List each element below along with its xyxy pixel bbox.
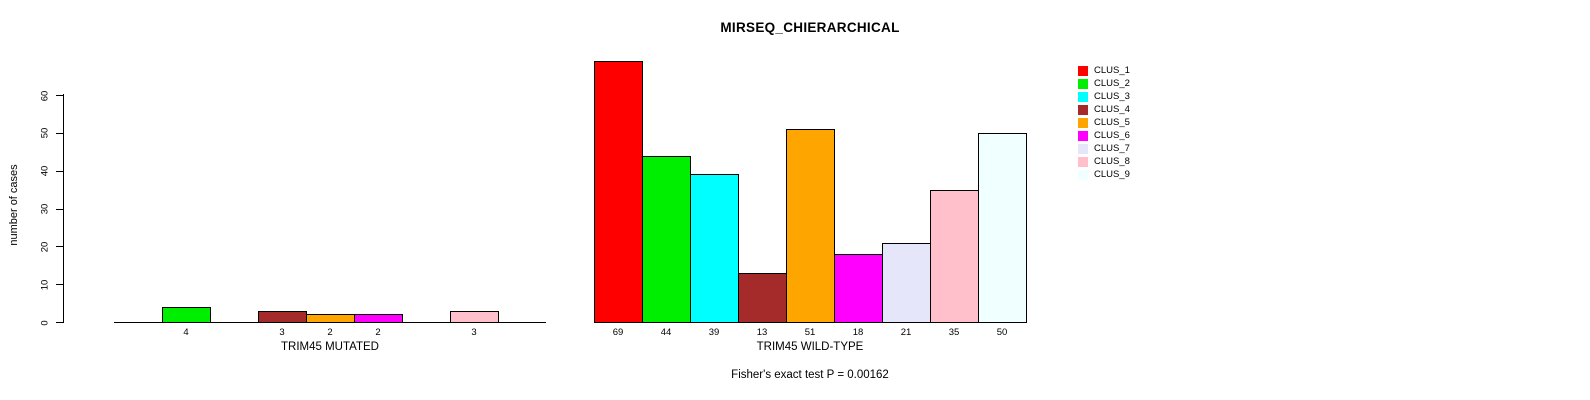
legend-swatch [1078, 156, 1088, 167]
bar-clus_8 [450, 311, 499, 323]
y-tick-label: 10 [39, 279, 51, 290]
legend-swatch [1078, 169, 1088, 180]
legend-swatch [1078, 104, 1088, 115]
y-tick-label: 60 [39, 90, 51, 101]
chart-title: MIRSEQ_CHIERARCHICAL [720, 20, 900, 35]
bar-value-label: 21 [900, 327, 912, 338]
y-tick [56, 208, 63, 210]
legend-swatch [1078, 91, 1088, 102]
legend-label: CLUS_3 [1094, 91, 1130, 102]
legend-label: CLUS_5 [1094, 117, 1130, 128]
bar-value-label: 2 [375, 327, 381, 338]
legend-item: CLUS_5 [1078, 116, 1130, 129]
legend-item: CLUS_8 [1078, 155, 1130, 168]
legend-label: CLUS_2 [1094, 78, 1130, 89]
legend: CLUS_1 CLUS_2 CLUS_3 CLUS_4 CLUS_5 CLUS_6 CLUS… [1078, 64, 1130, 181]
legend-item: CLUS_6 [1078, 129, 1130, 142]
bar-value-label: 4 [183, 327, 189, 338]
bar-clus_6 [834, 254, 883, 323]
legend-swatch [1078, 117, 1088, 128]
legend-label: CLUS_4 [1094, 104, 1130, 115]
group-xlabel: TRIM45 WILD-TYPE [756, 341, 864, 353]
bar-value-label: 44 [660, 327, 672, 338]
y-tick-label: 50 [39, 128, 51, 139]
bar-value-label: 69 [612, 327, 624, 338]
bar-value-label: 3 [279, 327, 285, 338]
bar-clus_7 [882, 243, 931, 323]
legend-swatch [1078, 143, 1088, 154]
legend-swatch [1078, 65, 1088, 76]
bar-value-label: 50 [996, 327, 1008, 338]
y-tick-label: 20 [39, 241, 51, 253]
y-tick [56, 132, 63, 134]
bar-clus_9 [978, 133, 1027, 323]
bar-value-label: 51 [804, 327, 816, 338]
bar-clus_2 [162, 307, 211, 323]
y-tick [56, 95, 63, 96]
legend-item: CLUS_7 [1078, 142, 1130, 155]
legend-item: CLUS_4 [1078, 103, 1130, 116]
bar-clus_6 [354, 314, 403, 323]
bar-value-label: 18 [852, 327, 864, 338]
group-xlabel: TRIM45 MUTATED [281, 341, 379, 353]
bar-clus_8 [930, 190, 979, 323]
y-tick-label: 30 [39, 203, 51, 215]
legend-item: CLUS_3 [1078, 90, 1130, 103]
y-tick [56, 284, 63, 286]
y-tick [56, 322, 63, 323]
legend-swatch [1078, 130, 1088, 141]
bar-clus_5 [786, 129, 835, 323]
y-tick [56, 246, 63, 248]
bar-clus_5 [306, 314, 355, 323]
legend-item: CLUS_1 [1078, 64, 1130, 77]
bar-value-label: 39 [708, 327, 720, 338]
bar-value-label: 3 [471, 327, 477, 338]
bar-clus_3 [690, 174, 739, 323]
y-tick-label: 40 [39, 165, 51, 177]
legend-label: CLUS_1 [1094, 65, 1130, 76]
legend-item: CLUS_2 [1078, 77, 1130, 90]
bar-clus_4 [258, 311, 307, 323]
legend-label: CLUS_6 [1094, 130, 1130, 141]
legend-label: CLUS_9 [1094, 169, 1130, 180]
fisher-test-annotation: Fisher's exact test P = 0.00162 [731, 369, 889, 381]
legend-label: CLUS_8 [1094, 156, 1130, 167]
y-axis-label: number of cases [8, 164, 20, 246]
bar-clus_4 [738, 273, 787, 323]
y-axis-line [63, 94, 64, 323]
legend-item: CLUS_9 [1078, 168, 1130, 181]
bar-value-label: 13 [756, 327, 768, 338]
legend-swatch [1078, 78, 1088, 89]
y-tick-label: 0 [39, 319, 51, 326]
y-tick [56, 170, 63, 172]
bar-value-label: 35 [948, 327, 960, 338]
legend-label: CLUS_7 [1094, 143, 1130, 154]
bar-value-label: 2 [327, 327, 333, 338]
bar-clus_1 [594, 61, 643, 323]
bar-clus_2 [642, 156, 691, 323]
